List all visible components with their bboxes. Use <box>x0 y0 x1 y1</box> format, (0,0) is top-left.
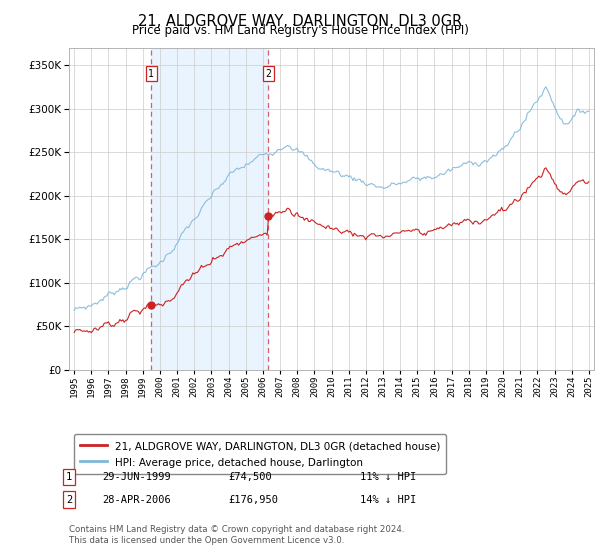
Text: Contains HM Land Registry data © Crown copyright and database right 2024.
This d: Contains HM Land Registry data © Crown c… <box>69 525 404 545</box>
Text: 1: 1 <box>66 472 72 482</box>
Legend: 21, ALDGROVE WAY, DARLINGTON, DL3 0GR (detached house), HPI: Average price, deta: 21, ALDGROVE WAY, DARLINGTON, DL3 0GR (d… <box>74 435 446 474</box>
Text: Price paid vs. HM Land Registry's House Price Index (HPI): Price paid vs. HM Land Registry's House … <box>131 24 469 37</box>
Text: 21, ALDGROVE WAY, DARLINGTON, DL3 0GR: 21, ALDGROVE WAY, DARLINGTON, DL3 0GR <box>138 14 462 29</box>
Text: £176,950: £176,950 <box>228 494 278 505</box>
Bar <box>151 48 268 370</box>
Text: 28-APR-2006: 28-APR-2006 <box>102 494 171 505</box>
Text: 14% ↓ HPI: 14% ↓ HPI <box>360 494 416 505</box>
Text: 1: 1 <box>148 69 154 79</box>
Text: 2: 2 <box>66 494 72 505</box>
Text: £74,500: £74,500 <box>228 472 272 482</box>
Text: 11% ↓ HPI: 11% ↓ HPI <box>360 472 416 482</box>
Text: 29-JUN-1999: 29-JUN-1999 <box>102 472 171 482</box>
Text: 2: 2 <box>265 69 271 79</box>
